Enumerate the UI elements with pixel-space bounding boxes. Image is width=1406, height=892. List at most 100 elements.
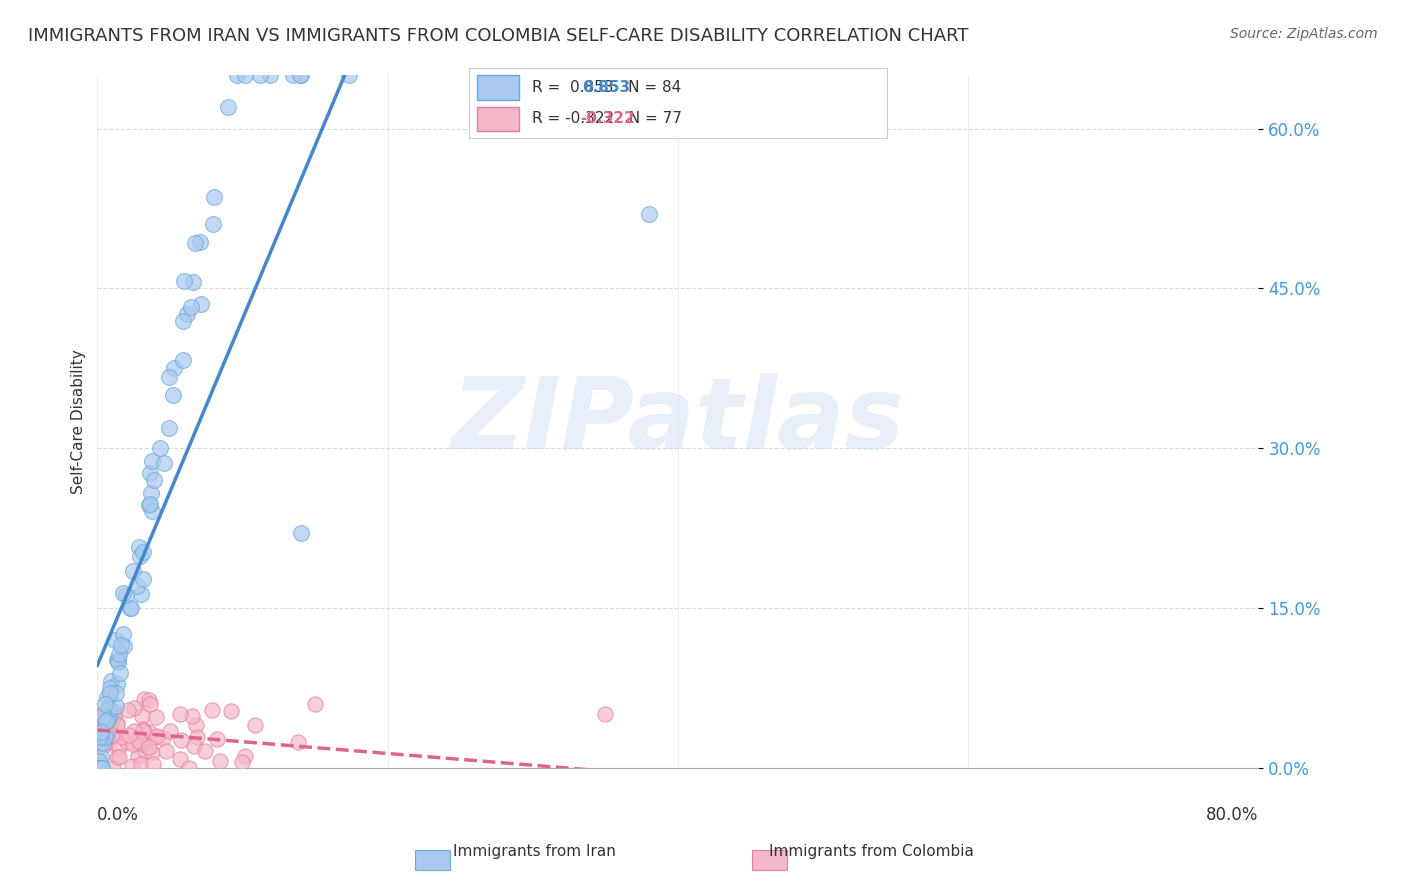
- Point: [94, 703, 117, 717]
- Point: [90, 736, 112, 750]
- Point: [141, 504, 163, 518]
- Point: [87, 756, 110, 770]
- Point: [107, 750, 129, 764]
- Point: [108, 647, 131, 661]
- Point: [107, 655, 129, 669]
- Point: [89, 726, 111, 740]
- Point: [100, 729, 122, 743]
- Point: [132, 692, 155, 706]
- Point: [186, 718, 208, 732]
- Point: [91, 736, 114, 750]
- Point: [155, 743, 177, 757]
- Point: [129, 549, 152, 563]
- Point: [139, 697, 162, 711]
- Point: [128, 540, 150, 554]
- Point: [115, 588, 138, 602]
- Text: 80.0%: 80.0%: [1206, 805, 1258, 824]
- Point: [138, 740, 160, 755]
- Point: [202, 190, 225, 204]
- Point: [87, 708, 110, 723]
- Point: [141, 454, 163, 468]
- Point: [157, 370, 180, 384]
- Point: [86, 730, 108, 744]
- Point: [121, 738, 143, 752]
- Point: [121, 564, 143, 578]
- Point: [181, 275, 204, 289]
- Point: [183, 739, 205, 754]
- Point: [172, 314, 194, 328]
- Point: [249, 69, 271, 83]
- Point: [129, 587, 152, 601]
- Point: [96, 724, 118, 739]
- Point: [94, 738, 117, 752]
- Point: [132, 737, 155, 751]
- Point: [110, 638, 132, 652]
- Point: [337, 69, 360, 83]
- Point: [90, 761, 112, 775]
- Point: [98, 708, 121, 723]
- Text: Immigrants from Colombia: Immigrants from Colombia: [769, 845, 974, 859]
- Point: [186, 730, 208, 744]
- Y-axis label: Self-Care Disability: Self-Care Disability: [72, 349, 86, 494]
- Point: [176, 307, 198, 321]
- Point: [105, 653, 128, 667]
- Point: [194, 744, 217, 758]
- Point: [132, 722, 155, 736]
- Point: [131, 709, 153, 723]
- Point: [98, 700, 121, 714]
- Point: [111, 586, 134, 600]
- Point: [138, 498, 160, 512]
- Point: [235, 69, 257, 83]
- Point: [217, 99, 239, 113]
- Point: [142, 731, 165, 745]
- Text: Immigrants from Iran: Immigrants from Iran: [453, 845, 616, 859]
- Point: [127, 748, 149, 763]
- Point: [131, 724, 153, 739]
- Point: [129, 757, 152, 772]
- Point: [142, 756, 165, 771]
- Point: [288, 69, 311, 83]
- Point: [281, 69, 304, 83]
- Text: Source: ZipAtlas.com: Source: ZipAtlas.com: [1230, 27, 1378, 41]
- Point: [159, 724, 181, 739]
- Point: [138, 725, 160, 739]
- Point: [184, 236, 207, 251]
- Point: [235, 749, 257, 764]
- Point: [162, 388, 184, 402]
- Point: [107, 653, 129, 667]
- Point: [231, 755, 253, 769]
- Point: [98, 681, 121, 696]
- Point: [90, 749, 112, 764]
- Point: [163, 360, 186, 375]
- Point: [94, 728, 117, 742]
- Point: [259, 69, 281, 83]
- Point: [101, 728, 124, 742]
- Point: [96, 713, 118, 727]
- Point: [96, 690, 118, 704]
- Point: [304, 697, 326, 711]
- Point: [287, 735, 309, 749]
- Point: [209, 755, 232, 769]
- Point: [128, 733, 150, 747]
- Point: [120, 601, 142, 615]
- Point: [111, 730, 134, 744]
- Point: [98, 734, 121, 748]
- Point: [115, 735, 138, 749]
- Point: [169, 707, 191, 722]
- Point: [117, 703, 139, 717]
- Point: [595, 707, 617, 722]
- Point: [125, 579, 148, 593]
- Point: [105, 718, 128, 732]
- Point: [122, 723, 145, 738]
- Point: [94, 731, 117, 745]
- Point: [121, 758, 143, 772]
- Point: [90, 713, 112, 727]
- Point: [112, 627, 135, 641]
- Point: [205, 732, 228, 747]
- Point: [170, 733, 193, 747]
- Point: [290, 526, 312, 541]
- Point: [101, 761, 124, 775]
- Point: [87, 732, 110, 747]
- Point: [290, 69, 312, 83]
- Point: [139, 467, 162, 481]
